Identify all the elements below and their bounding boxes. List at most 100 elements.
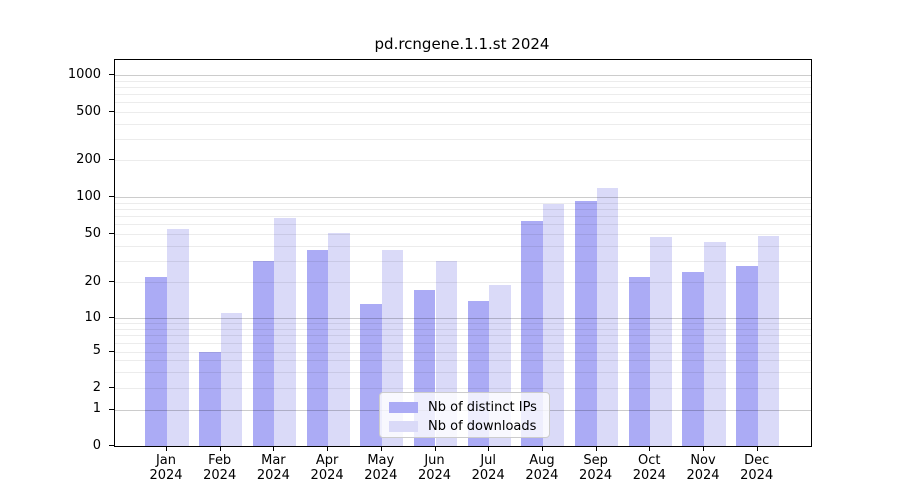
y-tick-mark-0 <box>109 445 114 446</box>
y-tick-mark-500 <box>109 111 114 112</box>
bar-downloads-sep <box>596 187 619 446</box>
gridline-100 <box>115 197 811 198</box>
bar-distinct-ips-dec <box>736 266 758 446</box>
y-tick-label-500: 500 <box>76 103 101 119</box>
y-tick-mark-50 <box>109 233 114 234</box>
bar-distinct-ips-aug <box>521 220 543 446</box>
gridline-900 <box>115 80 811 82</box>
gridline-500 <box>115 112 811 113</box>
bar-distinct-ips-may <box>360 304 382 446</box>
y-tick-label-100: 100 <box>76 188 101 204</box>
bar-downloads-feb <box>220 313 243 446</box>
gridline-200 <box>115 160 811 161</box>
y-tick-mark-2 <box>109 387 114 388</box>
gridline-7 <box>115 335 811 337</box>
y-tick-label-2: 2 <box>92 379 101 395</box>
y-tick-mark-10 <box>109 317 114 318</box>
bar-downloads-nov <box>704 241 726 446</box>
bar-downloads-oct <box>650 237 672 446</box>
bar-distinct-ips-oct <box>628 277 651 446</box>
gridline-3 <box>115 371 811 373</box>
gridline-800 <box>115 86 811 88</box>
y-tick-label-200: 200 <box>76 151 101 167</box>
legend-item-downloads: Nb of downloads <box>380 417 549 435</box>
y-tick-label-5: 5 <box>92 343 101 358</box>
bar-distinct-ips-mar <box>252 260 275 446</box>
y-tick-mark-20 <box>109 281 114 282</box>
bar-distinct-ips-nov <box>682 272 704 446</box>
gridline-80 <box>115 208 811 210</box>
x-tick-mark-dec <box>756 446 758 451</box>
y-tick-label-50: 50 <box>84 225 101 241</box>
x-tick-mark-may <box>380 446 382 451</box>
gridline-300 <box>115 138 811 140</box>
plot-area <box>114 59 812 447</box>
y-tick-label-20: 20 <box>84 273 101 289</box>
y-tick-mark-5 <box>109 350 114 352</box>
legend-swatch-distinct-ips <box>389 401 418 413</box>
gridline-10 <box>115 318 811 319</box>
y-tick-label-1: 1 <box>92 401 101 416</box>
x-tick-label-aug: Aug 2024 <box>525 453 559 483</box>
y-tick-label-1000: 1000 <box>67 66 101 82</box>
bar-downloads-aug <box>542 203 565 446</box>
gridline-2 <box>115 388 811 389</box>
y-tick-mark-1000 <box>109 74 114 75</box>
legend-label-downloads: Nb of downloads <box>428 418 537 434</box>
gridline-90 <box>115 202 811 204</box>
y-tick-label-10: 10 <box>84 309 101 325</box>
gridline-60 <box>115 224 811 226</box>
gridline-6 <box>115 342 811 344</box>
y-tick-label-0: 0 <box>92 437 101 453</box>
gridline-700 <box>115 94 811 96</box>
x-tick-mark-apr <box>327 446 329 451</box>
gridline-30 <box>115 260 811 262</box>
x-tick-label-jun: Jun 2024 <box>417 453 452 483</box>
x-tick-mark-mar <box>273 446 275 451</box>
x-tick-mark-aug <box>541 446 543 451</box>
gridline-5 <box>115 351 811 353</box>
x-tick-label-dec: Dec 2024 <box>740 453 774 483</box>
x-tick-mark-sep <box>595 446 597 451</box>
x-tick-mark-nov <box>703 446 704 451</box>
gridline-8 <box>115 328 811 330</box>
bar-downloads-apr <box>328 232 350 446</box>
x-tick-label-oct: Oct 2024 <box>632 453 666 483</box>
gridline-50 <box>115 234 811 235</box>
x-tick-label-feb: Feb 2024 <box>203 453 237 483</box>
x-tick-label-jul: Jul 2024 <box>471 453 505 483</box>
gridline-40 <box>115 245 811 247</box>
gridline-4 <box>115 360 811 362</box>
y-tick-mark-100 <box>109 196 114 197</box>
gridline-1000 <box>115 75 811 76</box>
x-tick-mark-oct <box>649 446 651 451</box>
gridline-20 <box>115 282 811 283</box>
x-tick-label-mar: Mar 2024 <box>256 453 290 483</box>
gridline-400 <box>115 123 811 125</box>
legend-item-distinct-ips: Nb of distinct IPs <box>380 398 549 416</box>
bar-distinct-ips-jan <box>145 277 167 446</box>
chart-title: pd.rcngene.1.1.st 2024 <box>374 35 550 53</box>
legend-swatch-downloads <box>389 420 418 432</box>
x-tick-label-may: May 2024 <box>364 453 398 483</box>
x-tick-mark-jan <box>166 446 167 451</box>
x-tick-label-jan: Jan 2024 <box>149 453 183 483</box>
x-tick-label-apr: Apr 2024 <box>310 453 344 483</box>
bar-downloads-mar <box>274 217 296 446</box>
bar-distinct-ips-apr <box>306 249 329 446</box>
legend-label-distinct-ips: Nb of distinct IPs <box>428 399 537 415</box>
x-tick-label-nov: Nov 2024 <box>686 453 720 483</box>
bar-distinct-ips-feb <box>199 351 221 446</box>
y-tick-mark-1 <box>109 408 114 410</box>
bar-distinct-ips-sep <box>575 200 597 446</box>
x-tick-mark-feb <box>219 446 221 451</box>
gridline-70 <box>115 216 811 218</box>
legend: Nb of distinct IPs Nb of downloads <box>379 392 550 438</box>
y-tick-mark-200 <box>109 159 114 160</box>
x-tick-mark-jun <box>434 446 436 451</box>
bar-downloads-dec <box>757 236 780 446</box>
gridline-9 <box>115 323 811 325</box>
gridline-600 <box>115 102 811 104</box>
x-tick-label-sep: Sep 2024 <box>579 453 613 483</box>
